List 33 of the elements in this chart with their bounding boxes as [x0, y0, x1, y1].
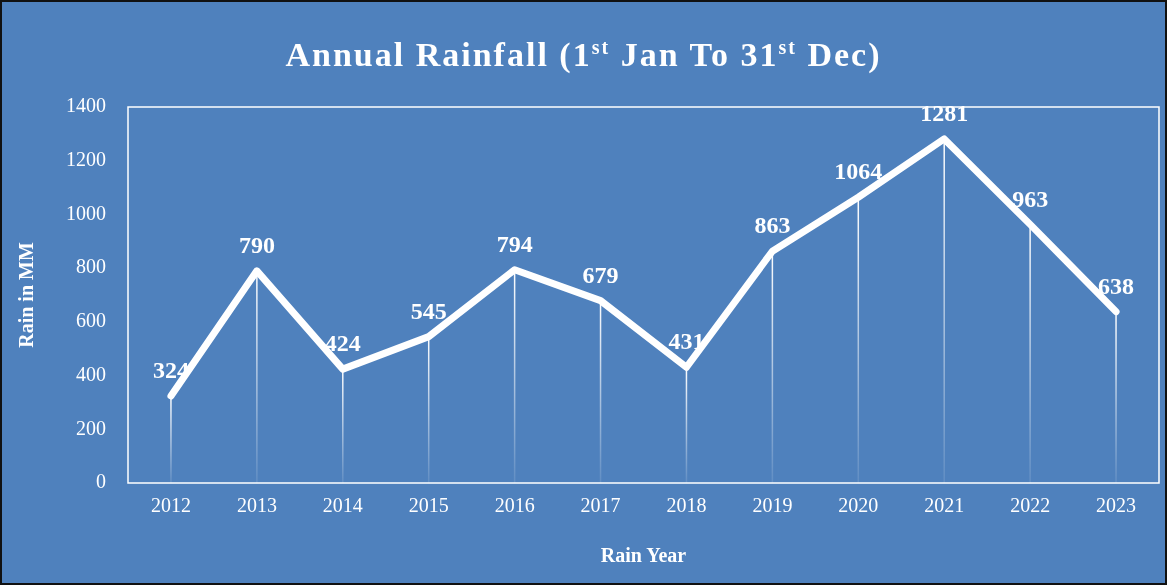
- y-axis-title: Rain in MM: [15, 242, 38, 348]
- x-tick-label: 2020: [838, 494, 879, 517]
- x-tick-label: 2015: [408, 494, 449, 517]
- chart-title: Annual Rainfall (1$^{st}$ Jan To 31$^{st}$ Dec): [284, 36, 883, 75]
- y-tick-label: 0: [96, 470, 106, 493]
- x-tick-label: 2013: [236, 494, 277, 517]
- data-label: 638: [1098, 272, 1135, 299]
- y-tick-label: 600: [76, 309, 106, 332]
- y-tick-label: 200: [76, 416, 106, 439]
- x-tick-label: 2021: [924, 494, 965, 517]
- x-tick-label: 2012: [150, 494, 191, 517]
- data-label: 1064: [834, 158, 883, 185]
- x-tick-label: 2019: [752, 494, 793, 517]
- data-label: 679: [582, 261, 619, 288]
- x-tick-label: 2016: [494, 494, 535, 517]
- x-tick-label: 2017: [580, 494, 621, 517]
- x-tick-label: 2014: [322, 494, 363, 517]
- data-label: 1281: [920, 100, 969, 127]
- y-tick-label: 1200: [66, 147, 106, 170]
- y-tick-label: 800: [76, 255, 106, 278]
- data-label: 545: [410, 297, 447, 324]
- data-label: 790: [238, 232, 275, 259]
- y-tick-label: 1000: [66, 201, 106, 224]
- y-tick-label: 400: [76, 362, 106, 385]
- data-label: 794: [496, 230, 533, 257]
- data-label: 863: [754, 212, 791, 239]
- data-label: 963: [1012, 185, 1049, 212]
- x-axis-title: Rain Year: [600, 544, 687, 567]
- y-tick-label: 1400: [66, 94, 106, 117]
- data-label: 424: [324, 330, 361, 357]
- x-tick-label: 2022: [1010, 494, 1051, 517]
- x-tick-label: 2023: [1096, 494, 1137, 517]
- x-tick-label: 2018: [666, 494, 707, 517]
